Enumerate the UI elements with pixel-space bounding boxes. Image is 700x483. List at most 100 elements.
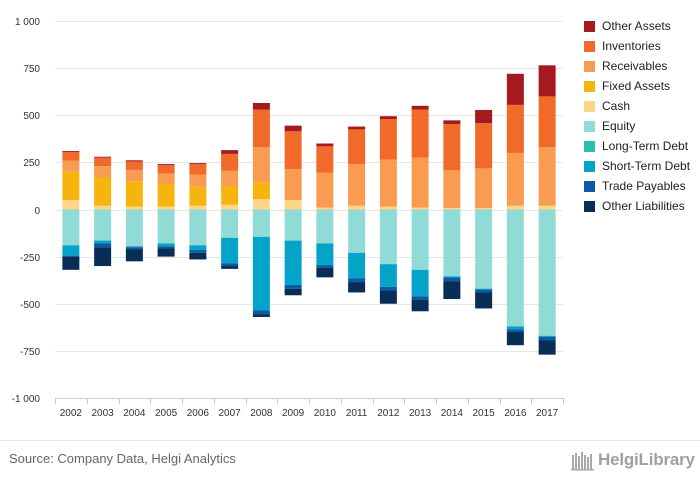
bar-segment [348, 129, 366, 165]
legend-label: Short-Term Debt [602, 159, 691, 173]
legend-label: Cash [602, 99, 631, 113]
legend-label: Other Assets [602, 19, 671, 33]
legend-item[interactable]: Inventories [584, 36, 700, 56]
y-tick-label: -500 [20, 300, 40, 311]
legend-item[interactable]: Equity [584, 116, 700, 136]
bar-segment [443, 281, 461, 300]
bar-segment [94, 240, 112, 244]
bar-segment [443, 276, 461, 278]
y-tick-label: 1 000 [15, 17, 40, 28]
bar-segment [475, 292, 493, 309]
x-tick-label: 2015 [473, 408, 496, 419]
bar-segment [94, 177, 112, 206]
bar-segment [189, 205, 207, 210]
bar-segment [506, 332, 524, 346]
bar-segment [379, 209, 397, 265]
bar-segment [125, 247, 143, 250]
bar-segment [411, 157, 429, 208]
legend-label: Trade Payables [602, 179, 686, 193]
legend-item[interactable]: Cash [584, 96, 700, 116]
bar-segment [316, 143, 334, 147]
bar-segment [284, 125, 302, 132]
bar-segment [411, 207, 429, 210]
bar-segment [125, 249, 143, 262]
legend-item[interactable]: Trade Payables [584, 176, 700, 196]
bar-segment [221, 204, 239, 210]
bar-segment [506, 205, 524, 210]
legend-item[interactable]: Fixed Assets [584, 76, 700, 96]
legend-label: Receivables [602, 59, 668, 73]
bar-segment [348, 252, 366, 279]
bar-segment [125, 160, 143, 162]
legend-swatch [584, 40, 595, 52]
x-tick-label: 2012 [377, 408, 400, 419]
bar-segment [125, 209, 143, 247]
bar-segment [125, 161, 143, 170]
helgilibrary-logo: HelgiLibrary [570, 448, 695, 472]
legend-label: Other Liabilities [602, 199, 685, 213]
bar-segment [125, 181, 143, 207]
bar-segment [411, 296, 429, 300]
x-tick-label: 2011 [346, 408, 368, 419]
bar-segment [252, 109, 270, 148]
bar-segment [125, 206, 143, 210]
bar-segment [475, 209, 493, 289]
bar-segment [62, 171, 80, 201]
bar-segment [62, 160, 80, 172]
x-tick-label: 2009 [282, 408, 305, 419]
bar-segment [475, 288, 493, 290]
bar-segment [316, 172, 334, 208]
bar-segment [506, 152, 524, 206]
legend-swatch [584, 100, 595, 112]
bar-segment [189, 186, 207, 206]
bar-segment [379, 206, 397, 210]
bar-segment [506, 104, 524, 153]
legend-item[interactable]: Receivables [584, 56, 700, 76]
legend-swatch [584, 20, 595, 32]
bar-segment [538, 336, 556, 341]
legend-label: Equity [602, 119, 636, 133]
bar-segment [475, 168, 493, 208]
bar-segment [443, 209, 461, 277]
bar-segment [221, 153, 239, 171]
bar-segment [94, 157, 112, 167]
bar-segment [538, 147, 556, 206]
bar-segment [157, 164, 175, 166]
y-tick-label: 500 [23, 111, 40, 122]
bar-segment [221, 266, 239, 269]
bar-segment [189, 252, 207, 260]
bar-segment [157, 184, 175, 207]
bar-segment [411, 109, 429, 158]
bar-segment [348, 282, 366, 293]
source-note: Source: Company Data, Helgi Analytics [9, 451, 236, 466]
bar-segment [221, 263, 239, 267]
bar-segment [62, 209, 80, 246]
bar-segment [538, 335, 556, 337]
x-tick-label: 2007 [219, 408, 242, 419]
bar-segment [94, 209, 112, 241]
bar-segment [252, 102, 270, 110]
bar-segment [252, 314, 270, 317]
bar-segment [221, 209, 239, 238]
bar-segment [379, 116, 397, 120]
bar-segment [506, 326, 524, 330]
bar-segment [157, 209, 175, 244]
legend-item[interactable]: Long-Term Debt [584, 136, 700, 156]
bar-segment [538, 209, 556, 336]
x-tick-label: 2014 [441, 408, 464, 419]
y-tick-label: -750 [20, 347, 40, 358]
bar-segment [284, 131, 302, 169]
bar-segment [443, 207, 461, 210]
legend-item[interactable]: Other Assets [584, 16, 700, 36]
legend-swatch [584, 80, 595, 92]
bar-segment [538, 96, 556, 148]
bar-segment [348, 126, 366, 130]
legend-item[interactable]: Short-Term Debt [584, 156, 700, 176]
bar-segment [443, 124, 461, 171]
bar-segment [252, 209, 270, 237]
x-tick-label: 2006 [187, 408, 210, 419]
legend-item[interactable]: Other Liabilities [584, 196, 700, 216]
legend-swatch [584, 200, 595, 212]
bar-segment [443, 120, 461, 125]
